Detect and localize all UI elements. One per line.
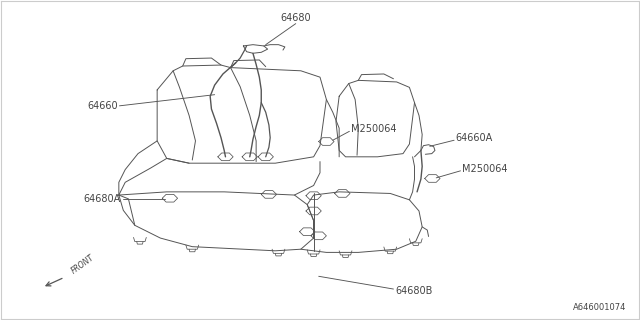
Text: M250064: M250064 <box>351 124 396 134</box>
Text: 64660: 64660 <box>87 101 118 111</box>
Text: 64660A: 64660A <box>456 133 493 143</box>
Text: 64680A: 64680A <box>83 194 121 204</box>
Text: M250064: M250064 <box>462 164 508 174</box>
Text: A646001074: A646001074 <box>573 303 627 312</box>
Text: 64680B: 64680B <box>396 286 433 296</box>
Text: FRONT: FRONT <box>70 253 96 276</box>
Text: 64680: 64680 <box>280 13 311 23</box>
